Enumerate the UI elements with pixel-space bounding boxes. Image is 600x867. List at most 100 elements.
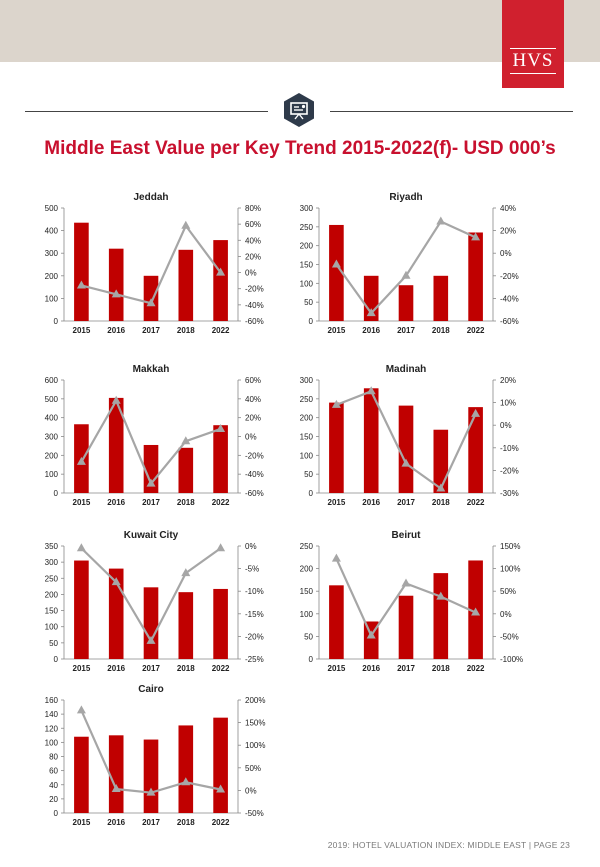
x-tick-label: 2022 [212,818,230,827]
bar-2018 [178,249,194,321]
chart-madinah: Madinah 0 50 100 150 200 250 300 -30% -20% -10% 0% 1… [285,362,519,512]
y-tick-label: 60 [49,767,58,776]
x-tick-label: 2022 [212,498,230,507]
bar-2015 [74,222,89,321]
y2-tick-label: -40% [500,294,519,303]
y-tick-label: 120 [45,724,59,733]
chart-beirut: Beirut 0 50 100 150 200 250 -100% -50% 0% 50% 100% 1… [285,528,523,678]
x-tick-label: 2018 [177,664,195,673]
y-tick-label: 50 [304,470,313,479]
growth-marker-2016 [366,386,376,395]
x-tick-label: 2017 [397,326,415,335]
y-tick-label: 250 [45,574,59,583]
y-tick-label: 150 [300,587,314,596]
growth-marker-2016 [111,395,121,404]
bar-2022 [213,588,228,659]
growth-marker-2015 [331,553,341,562]
y-tick-label: 200 [45,590,59,599]
growth-marker-2017 [146,298,156,307]
page-title: Middle East Value per Key Trend 2015-202… [44,138,556,159]
y-tick-label: 300 [45,558,59,567]
y2-tick-label: 0% [500,421,512,430]
x-tick-label: 2017 [142,326,160,335]
y2-tick-label: -20% [500,466,519,475]
bar-2018 [178,592,194,659]
growth-marker-2015 [76,705,86,714]
x-tick-label: 2017 [397,498,415,507]
chart-title: Cairo [138,684,164,695]
x-tick-label: 2022 [467,326,485,335]
y-tick-label: 150 [45,607,59,616]
y2-tick-label: -100% [500,655,523,664]
x-tick-label: 2016 [362,498,380,507]
y2-tick-label: 150% [500,542,520,551]
y-tick-label: 350 [45,542,59,551]
x-tick-label: 2015 [328,498,346,507]
bar-2022 [213,425,228,493]
x-tick-label: 2016 [362,664,380,673]
growth-marker-2016 [366,630,376,639]
growth-marker-2016 [111,577,121,586]
x-tick-label: 2018 [432,664,450,673]
y2-tick-label: -40% [245,301,264,310]
y2-tick-label: -40% [245,470,264,479]
chart-title: Kuwait City [124,530,179,541]
bar-2018 [178,447,194,493]
growth-marker-2022 [216,423,226,432]
x-tick-label: 2016 [107,818,125,827]
bar-2016 [108,248,124,321]
y-tick-label: 0 [54,317,59,326]
bar-2018 [433,429,449,493]
y-tick-label: 150 [300,433,314,442]
bar-2016 [363,388,379,493]
x-tick-label: 2022 [467,498,485,507]
growth-marker-2016 [366,308,376,317]
y2-tick-label: 150% [245,719,265,728]
x-tick-label: 2015 [328,326,346,335]
y2-tick-label: 60% [245,220,261,229]
growth-marker-2017 [146,787,156,796]
x-tick-label: 2022 [212,326,230,335]
x-tick-label: 2022 [467,664,485,673]
y2-tick-label: -50% [245,809,264,818]
divider-left [25,111,268,112]
y2-tick-label: 10% [500,399,516,408]
growth-marker-2022 [216,543,226,552]
growth-marker-2015 [331,399,341,408]
bar-2022 [213,717,228,813]
chart-svg: Makkah 0 100 200 300 400 500 600 -60% -40% -20% 0% 2… [45,364,264,507]
y-tick-label: 80 [49,753,58,762]
y2-tick-label: 0% [245,542,257,551]
y-tick-label: 400 [45,414,59,423]
x-tick-label: 2016 [107,664,125,673]
x-tick-label: 2015 [73,818,91,827]
y2-tick-label: 50% [500,587,516,596]
y-tick-label: 100 [300,279,314,288]
chart-svg: Madinah 0 50 100 150 200 250 300 -30% -20% -10% 0% 1… [300,364,519,507]
chart-title: Madinah [386,364,427,375]
growth-marker-2016 [111,289,121,298]
chart-svg: Riyadh 0 50 100 150 200 250 300 -60% -40% -20% 0% 20… [300,192,519,335]
growth-marker-2018 [436,483,446,492]
y-tick-label: 0 [54,809,59,818]
y2-tick-label: 40% [245,395,261,404]
y-tick-label: 250 [300,223,314,232]
growth-marker-2018 [181,777,191,786]
x-tick-label: 2017 [142,498,160,507]
y2-tick-label: -15% [245,610,264,619]
x-tick-label: 2018 [432,498,450,507]
y-tick-label: 500 [45,204,59,213]
growth-marker-2017 [146,478,156,487]
bar-2018 [433,275,449,321]
bar-2015 [329,224,344,321]
y-tick-label: 400 [45,227,59,236]
x-tick-label: 2017 [397,664,415,673]
hvs-logo: HVS [502,0,564,88]
y-tick-label: 300 [300,204,314,213]
y-tick-label: 600 [45,376,59,385]
y2-tick-label: -60% [245,317,264,326]
presentation-icon [284,93,314,127]
x-tick-label: 2022 [212,664,230,673]
y-tick-label: 100 [45,470,59,479]
y-tick-label: 200 [300,242,314,251]
